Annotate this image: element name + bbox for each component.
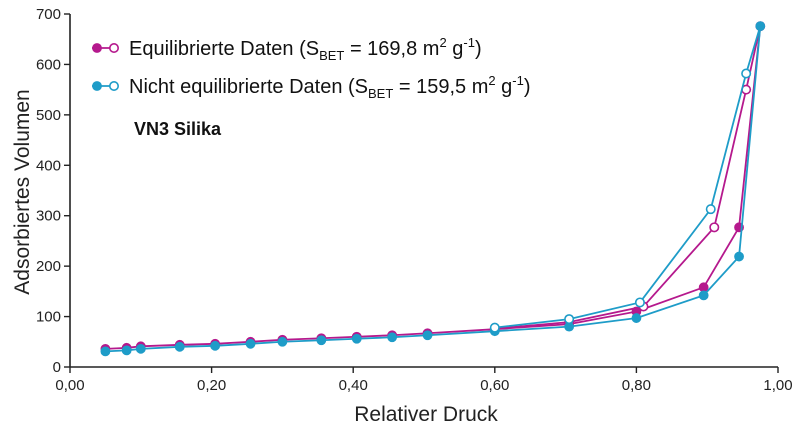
- legend-marker-open: [109, 81, 120, 92]
- legend-entry: Nicht equilibrierte Daten (SBET = 159,5 …: [92, 73, 531, 101]
- adsorption-point: [734, 251, 744, 262]
- legend-entry: Equilibrierte Daten (SBET = 169,8 m2 g-1…: [92, 35, 482, 63]
- y-tick-label: 100: [36, 309, 61, 326]
- desorption-point: [741, 68, 752, 79]
- x-tick-label: 1,00: [763, 377, 792, 394]
- legend: Equilibrierte Daten (SBET = 169,8 m2 g-1…: [92, 35, 531, 101]
- x-tick-label: 0,60: [480, 377, 509, 394]
- adsorption-point: [174, 341, 185, 352]
- y-tick-label: 0: [53, 359, 61, 376]
- series-non-equilibrated: [100, 21, 766, 357]
- series-equilibrated: [100, 21, 766, 354]
- adsorption-point: [135, 343, 146, 354]
- desorption-line: [494, 25, 762, 329]
- desorption-point: [709, 222, 720, 233]
- adsorption-point: [755, 21, 766, 32]
- legend-marker-filled: [92, 43, 102, 53]
- legend-label: Nicht equilibrierte Daten (SBET = 159,5 …: [129, 73, 531, 101]
- adsorption-point: [351, 333, 362, 344]
- y-tick-label: 400: [36, 157, 61, 174]
- adsorption-point: [210, 340, 221, 351]
- adsorption-point: [631, 313, 642, 323]
- legend-marker-open: [109, 42, 120, 53]
- y-tick-label: 700: [36, 6, 61, 23]
- adsorption-line: [105, 26, 762, 350]
- chart-annotation: VN3 Silika: [134, 119, 222, 139]
- desorption-point: [634, 297, 645, 308]
- adsorption-point: [316, 335, 327, 346]
- y-axis-title: Adsorbiertes Volumen: [11, 89, 34, 294]
- adsorption-point: [698, 282, 709, 293]
- x-tick-label: 0,20: [197, 377, 226, 394]
- y-tick-label: 300: [36, 208, 61, 225]
- adsorption-point: [245, 338, 256, 349]
- desorption-line: [494, 25, 762, 330]
- desorption-point: [564, 314, 575, 325]
- adsorption-point: [422, 330, 433, 341]
- x-axis-title: Relativer Druck: [354, 403, 498, 426]
- adsorption-point: [387, 332, 398, 343]
- legend-marker-filled: [92, 81, 102, 91]
- adsorption-point: [277, 336, 288, 347]
- legend-label: Equilibrierte Daten (SBET = 169,8 m2 g-1…: [129, 35, 482, 63]
- y-tick-label: 500: [36, 107, 61, 124]
- series-layer: [100, 21, 766, 357]
- adsorption-point: [100, 346, 111, 357]
- axes: 0 100 200 300 400 500 600 700 0,00 0,20 0,40 0,60 0,…: [36, 6, 793, 394]
- desorption-point: [705, 204, 716, 215]
- x-tick-label: 0,00: [55, 377, 84, 394]
- adsorption-point: [698, 290, 709, 301]
- adsorption-point: [121, 345, 132, 356]
- x-tick-label: 0,80: [622, 377, 651, 394]
- y-tick-label: 200: [36, 258, 61, 275]
- desorption-point: [489, 322, 500, 333]
- y-tick-label: 600: [36, 56, 61, 73]
- x-tick-label: 0,40: [339, 377, 368, 394]
